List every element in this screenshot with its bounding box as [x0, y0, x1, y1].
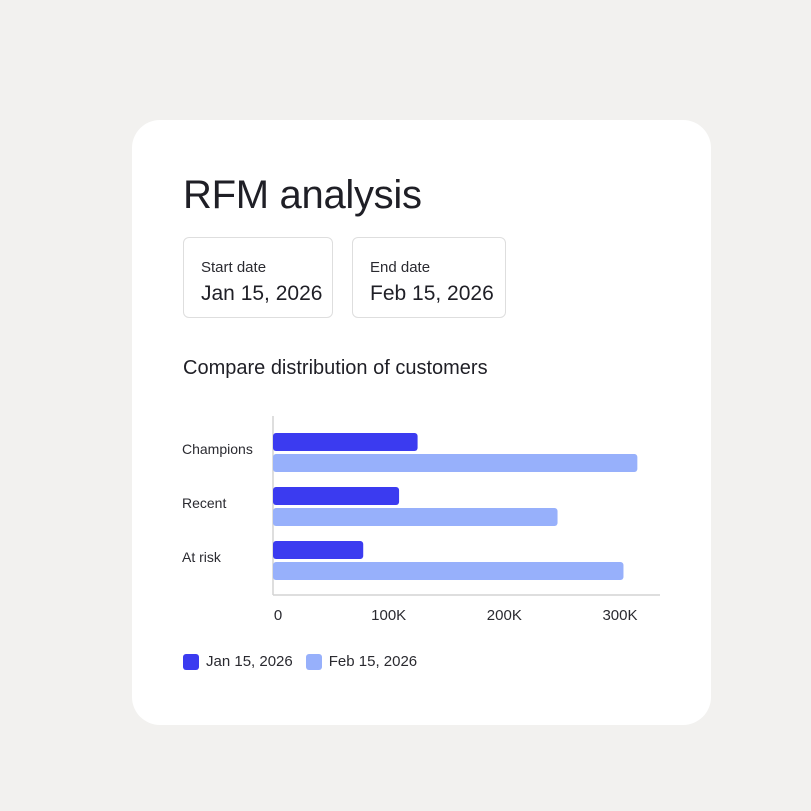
- bar: [273, 562, 624, 580]
- x-tick-label: 200K: [487, 607, 522, 624]
- start-date-label: Start date: [201, 259, 267, 276]
- x-tick-label: 100K: [371, 607, 406, 624]
- legend-swatch: [183, 653, 199, 670]
- legend-swatch: [305, 653, 322, 670]
- bar-chart: Champions Recent At risk 0 100K 200K 300K: [182, 416, 660, 624]
- legend-item: Jan 15, 2026: [183, 653, 293, 670]
- x-tick-label: 300K: [602, 607, 637, 624]
- rfm-card: RFM analysis Start date Jan 15, 2026 End…: [132, 120, 711, 725]
- legend-item: Feb 15, 2026: [305, 653, 418, 670]
- legend-label: Feb 15, 2026: [328, 653, 418, 670]
- bar: [273, 433, 418, 451]
- end-date-field[interactable]: End date Feb 15, 2026: [352, 237, 506, 318]
- chart-subtitle: Compare distribution of customers: [183, 357, 488, 379]
- bar: [273, 487, 400, 505]
- chart-legend: Jan 15, 2026 Feb 15, 2026: [183, 653, 430, 670]
- category-label: Recent: [182, 495, 226, 511]
- page-title: RFM analysis: [183, 173, 422, 217]
- bar: [273, 541, 364, 559]
- bar: [273, 454, 638, 472]
- category-label: At risk: [182, 549, 222, 565]
- end-date-value: Feb 15, 2026: [370, 282, 494, 305]
- x-tick-label: 0: [274, 607, 282, 624]
- end-date-label: End date: [370, 259, 431, 276]
- legend-label: Jan 15, 2026: [206, 653, 293, 670]
- bar: [273, 508, 558, 526]
- category-label: Champions: [182, 441, 253, 457]
- start-date-value: Jan 15, 2026: [201, 282, 323, 305]
- start-date-field[interactable]: Start date Jan 15, 2026: [183, 237, 333, 318]
